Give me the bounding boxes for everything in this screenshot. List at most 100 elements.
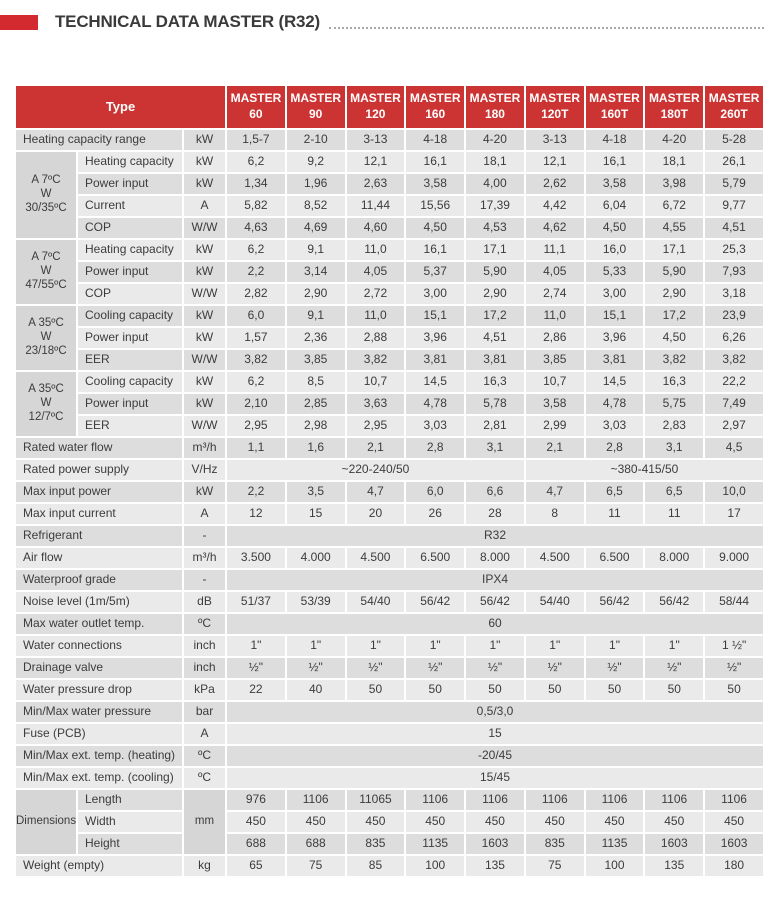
data-cell: 2,88: [346, 328, 405, 348]
table-row: COP W/W 2,82 2,90 2,72 3,00 2,90 2,74 3,00 2,90 3,…: [16, 284, 763, 304]
data-cell: 5,33: [585, 262, 644, 282]
table-row: Max water outlet temp. ºC 60: [16, 614, 763, 634]
data-cell: 688: [286, 834, 345, 854]
data-cell: 3,85: [525, 350, 584, 370]
data-cell: ½": [525, 658, 584, 678]
data-cell: 1106: [645, 790, 704, 810]
span-cell: 0,5/3,0: [227, 702, 763, 722]
unit-cell: kW: [184, 372, 226, 392]
data-cell: 1": [466, 636, 524, 656]
unit-cell: A: [184, 196, 226, 216]
data-cell: 2,36: [286, 328, 345, 348]
table-row: Noise level (1m/5m) dB 51/37 53/39 54/40 56/4…: [16, 592, 763, 612]
table-row: Waterproof grade - IPX4: [16, 570, 763, 590]
data-cell: 2,1: [346, 438, 405, 458]
data-cell: 450: [346, 812, 405, 832]
data-cell: 1106: [286, 790, 345, 810]
table-row: Water connections inch 1" 1" 1" 1" 1" 1" 1" 1" 1 ½…: [16, 636, 763, 656]
row-group-label: A 7ºC W 47/55ºC: [16, 240, 76, 304]
span-cell: -20/45: [227, 746, 763, 766]
data-cell: 25,3: [705, 240, 763, 260]
data-cell: 4,53: [466, 218, 524, 238]
data-cell: ½": [227, 658, 285, 678]
data-cell: 3,18: [705, 284, 763, 304]
row-label: Refrigerant: [16, 526, 182, 546]
data-cell: 835: [525, 834, 584, 854]
data-cell: 2,2: [227, 482, 285, 502]
data-cell: 50: [705, 680, 763, 700]
row-label: Heating capacity: [78, 152, 182, 172]
table-row: Dimensions Length mm 976 1106 11065 1106 1106 11…: [16, 790, 763, 854]
data-cell: 4-18: [406, 130, 465, 150]
data-cell: 3-13: [346, 130, 405, 150]
data-cell: 12,1: [525, 152, 584, 172]
table-row: Current A 5,82 8,52 11,44 15,56 17,39 4,42 6,04 6…: [16, 196, 763, 216]
data-cell: 450: [645, 812, 704, 832]
data-cell: ½": [406, 658, 465, 678]
model-header-cell: MASTER 180T: [645, 86, 704, 128]
row-label: Heating capacity: [78, 240, 182, 260]
data-cell: 1106: [705, 790, 763, 810]
data-cell: ½": [466, 658, 524, 678]
data-cell: 23,9: [705, 306, 763, 326]
data-cell: 1": [227, 636, 285, 656]
data-cell: 53/39: [286, 592, 345, 612]
unit-cell: kPa: [184, 680, 226, 700]
data-cell: 100: [406, 856, 465, 876]
span-cell: ~380-415/50: [525, 460, 763, 480]
data-cell: 4,50: [406, 218, 465, 238]
table-row: A 35ºC W 12/7ºC Cooling capacity kW 6,2 8,5 10,…: [16, 372, 763, 436]
row-label: Air flow: [16, 548, 182, 568]
data-cell: 3,00: [585, 284, 644, 304]
data-cell: 1": [286, 636, 345, 656]
unit-cell: ºC: [184, 768, 226, 788]
unit-cell: W/W: [184, 416, 226, 436]
data-cell: 8.000: [645, 548, 704, 568]
data-cell: 4,60: [346, 218, 405, 238]
data-cell: 5,37: [406, 262, 465, 282]
data-cell: 16,1: [406, 240, 465, 260]
data-cell: 4,78: [585, 394, 644, 414]
data-cell: 1,6: [286, 438, 345, 458]
data-cell: 2,95: [227, 416, 285, 436]
data-cell: 4.000: [286, 548, 345, 568]
row-label: COP: [78, 284, 182, 304]
table-row: Power input kW 2,10 2,85 3,63 4,78 5,78 3,58 4,7…: [16, 394, 763, 414]
table-row: Min/Max water pressure bar 0,5/3,0: [16, 702, 763, 722]
unit-cell: inch: [184, 636, 226, 656]
data-cell: 2,85: [286, 394, 345, 414]
unit-cell: mm: [184, 790, 226, 854]
row-label: Heating capacity range: [16, 130, 182, 150]
row-group-label: A 7ºC W 30/35ºC: [16, 152, 76, 238]
table-row: Power input kW 2,2 3,14 4,05 5,37 5,90 4,05 5,33…: [16, 262, 763, 282]
data-cell: 6,2: [227, 152, 285, 172]
data-cell: 6,72: [645, 196, 704, 216]
data-cell: 2,90: [286, 284, 345, 304]
data-cell: 18,1: [466, 152, 524, 172]
span-cell: 15/45: [227, 768, 763, 788]
data-cell: 2,82: [227, 284, 285, 304]
data-cell: 6,0: [227, 306, 285, 326]
data-cell: 4,00: [466, 174, 524, 194]
data-cell: 6,2: [227, 240, 285, 260]
unit-cell: kW: [184, 174, 226, 194]
data-cell: 15: [286, 504, 345, 524]
data-cell: 26: [406, 504, 465, 524]
data-cell: 56/42: [645, 592, 704, 612]
data-cell: 40: [286, 680, 345, 700]
row-label: Max input current: [16, 504, 182, 524]
data-cell: 22,2: [705, 372, 763, 392]
data-cell: 2,1: [525, 438, 584, 458]
data-cell: 4,51: [466, 328, 524, 348]
data-cell: 17,2: [645, 306, 704, 326]
row-label: EER: [78, 350, 182, 370]
data-cell: 2,99: [525, 416, 584, 436]
data-cell: 1": [346, 636, 405, 656]
data-cell: 4.500: [525, 548, 584, 568]
data-cell: 2,2: [227, 262, 285, 282]
data-cell: 12,1: [346, 152, 405, 172]
data-cell: 450: [406, 812, 465, 832]
data-cell: 17: [705, 504, 763, 524]
data-cell: 3,81: [406, 350, 465, 370]
data-cell: 11,0: [346, 306, 405, 326]
